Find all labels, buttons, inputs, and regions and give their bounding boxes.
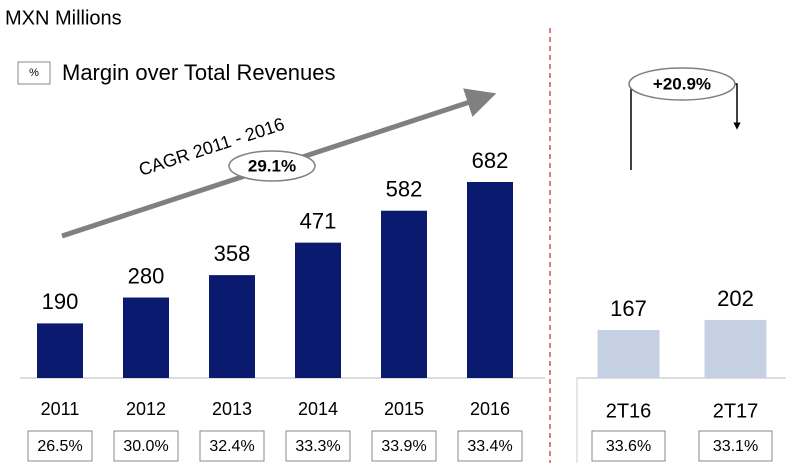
x-tick-label: 2011 xyxy=(41,399,80,419)
margin-box xyxy=(457,430,523,462)
margin-label: 32.4% xyxy=(209,438,254,455)
x-tick-label: 2012 xyxy=(126,399,166,419)
subtitle: MXN Millions xyxy=(5,7,122,29)
value-label: 682 xyxy=(472,148,509,173)
margin-box xyxy=(199,430,265,462)
bar xyxy=(37,323,83,378)
margin-box xyxy=(113,430,179,462)
x-tick-label: 2014 xyxy=(298,399,338,419)
bar xyxy=(209,275,255,378)
value-label: 582 xyxy=(386,177,423,202)
margin-label: 33.3% xyxy=(295,438,340,455)
legend-label: Margin over Total Revenues xyxy=(62,60,336,85)
value-label: 280 xyxy=(128,263,165,288)
bar xyxy=(295,242,341,378)
bar xyxy=(704,319,767,378)
value-label: 358 xyxy=(214,241,251,266)
margin-label: 33.6% xyxy=(606,438,651,455)
growth-value: +20.9% xyxy=(653,74,711,93)
margin-label: 33.1% xyxy=(713,438,758,455)
value-label: 471 xyxy=(300,208,337,233)
growth-ellipse xyxy=(628,67,736,101)
cagr-value: 29.1% xyxy=(248,156,296,175)
margin-box xyxy=(591,430,666,462)
x-tick-label: 2T17 xyxy=(713,400,759,422)
margin-box xyxy=(285,430,351,462)
value-label: 202 xyxy=(717,286,754,311)
margin-label: 33.4% xyxy=(467,438,512,455)
bar xyxy=(467,182,513,378)
margin-label: 26.5% xyxy=(37,438,82,455)
bar xyxy=(123,297,169,378)
x-tick-label: 2T16 xyxy=(606,400,652,422)
bar xyxy=(597,330,660,378)
x-tick-label: 2013 xyxy=(212,399,252,419)
x-tick-label: 2015 xyxy=(384,399,424,419)
growth-line xyxy=(629,83,632,170)
margin-box xyxy=(371,430,437,462)
value-label: 190 xyxy=(42,289,79,314)
value-label: 167 xyxy=(610,296,647,321)
margin-box xyxy=(27,430,93,462)
margin-box xyxy=(698,430,773,462)
margin-label: 30.0% xyxy=(123,438,168,455)
margin-label: 33.9% xyxy=(381,438,426,455)
growth-arrow xyxy=(733,83,741,130)
legend-symbol: % xyxy=(29,67,39,79)
bar xyxy=(381,210,427,378)
legend-box xyxy=(17,61,51,85)
x-tick-label: 2016 xyxy=(470,399,510,419)
cagr-ellipse xyxy=(228,150,316,182)
